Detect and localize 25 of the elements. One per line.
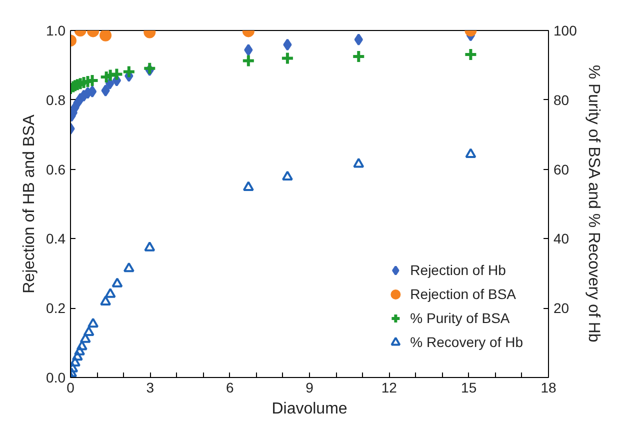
x-tick-label: 18 xyxy=(540,380,556,396)
y-tick-label: 0.4 xyxy=(46,230,66,247)
x-tick-label: 12 xyxy=(381,380,398,396)
x-tick-label: 9 xyxy=(306,380,314,396)
x-tick-label: 6 xyxy=(226,380,234,396)
y-tick-label: 1.0 xyxy=(46,22,66,38)
y2-axis-title: % Purity of BSA and % Recovery of Hb xyxy=(584,64,602,342)
y2-tick-label: 100 xyxy=(554,22,578,38)
y2-tick-label: 80 xyxy=(554,92,570,108)
x-axis-title: Diavolume xyxy=(272,400,348,418)
legend-label: % Recovery of Hb xyxy=(410,334,523,350)
y2-tick-label: 20 xyxy=(554,300,570,316)
legend-label: % Purity of BSA xyxy=(410,310,510,326)
y-tick-label: 0.8 xyxy=(46,92,66,108)
y-tick-label: 0.2 xyxy=(46,300,66,316)
y-axis-title: Rejection of HB and BSA xyxy=(21,114,38,294)
x-tick-label: 3 xyxy=(146,380,154,396)
legend-label: Rejection of BSA xyxy=(410,286,516,302)
y-tick-label: 0.6 xyxy=(46,161,66,178)
legend-label: Rejection of Hb xyxy=(410,262,506,278)
y-tick-label: 0.0 xyxy=(46,370,66,386)
y2-tick-label: 40 xyxy=(554,230,570,247)
x-tick-label: 15 xyxy=(461,380,477,396)
x-tick-label: 0 xyxy=(66,380,75,396)
y2-tick-label: 60 xyxy=(554,161,570,178)
